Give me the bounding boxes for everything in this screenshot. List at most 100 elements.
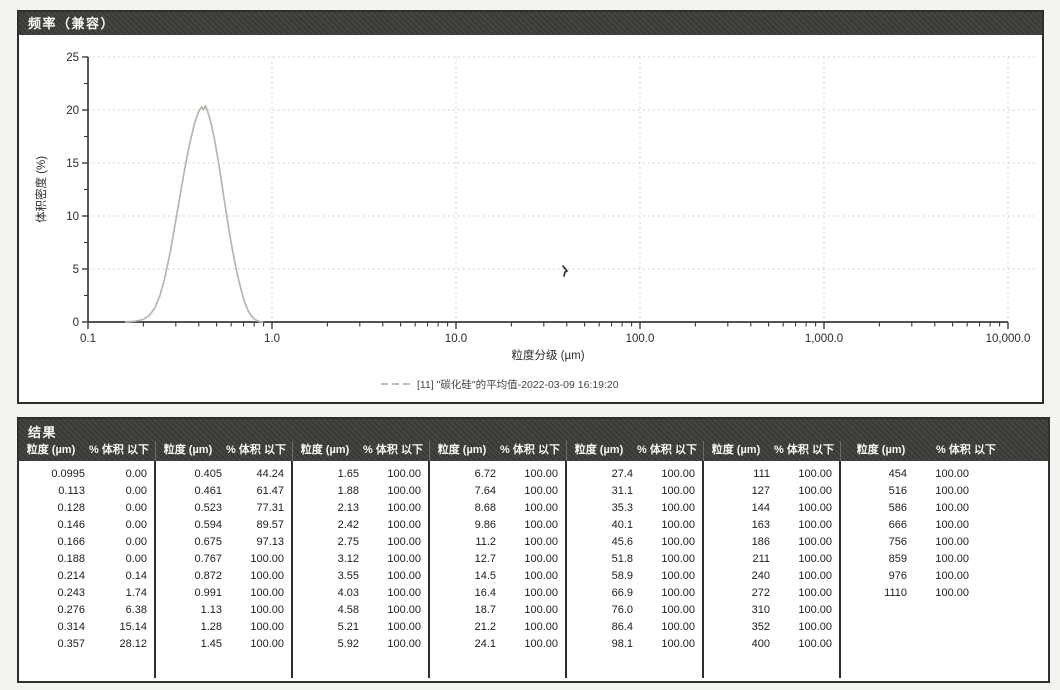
table-row: 310 100.00 xyxy=(704,601,839,618)
size-column-header: 粒度 (µm) xyxy=(711,444,761,456)
table-row: 211 100.00 xyxy=(704,550,839,567)
pct-volume-under-value: 100.00 xyxy=(524,501,558,514)
size-value: 272 xyxy=(751,586,770,599)
pct-volume-under-value: 100.00 xyxy=(661,467,695,480)
table-row: 8.68 100.00 xyxy=(430,499,565,516)
pct-volume-under-value: 100.00 xyxy=(250,586,284,599)
legend-label: [11] "碳化硅"的平均值-2022-03-09 16:19:20 xyxy=(417,378,619,391)
table-column-group: 0.405 44.24 0.461 61.47 0.523 77.31 0.594 89.57… xyxy=(156,461,293,678)
size-value: 111 xyxy=(753,467,770,480)
table-row: 27.4 100.00 xyxy=(567,465,702,482)
table-column-group: 111 100.00 127 100.00 144 100.00 163 100.00 186 1… xyxy=(704,461,841,678)
svg-text:5: 5 xyxy=(73,264,79,276)
pct-volume-under-value: 100.00 xyxy=(387,518,421,531)
table-row: 16.4 100.00 xyxy=(430,584,565,601)
pct-volume-under-value: 89.57 xyxy=(256,518,284,531)
size-value: 66.9 xyxy=(611,586,633,599)
size-value: 58.9 xyxy=(611,569,633,582)
size-value: 3.55 xyxy=(337,569,359,582)
size-value: 7.64 xyxy=(474,484,496,497)
size-value: 0.357 xyxy=(57,637,85,650)
table-row: 400 100.00 xyxy=(704,635,839,652)
pct-volume-under-value: 100.00 xyxy=(387,620,421,633)
size-value: 35.3 xyxy=(611,501,633,514)
table-row: 51.8 100.00 xyxy=(567,550,702,567)
size-value: 0.523 xyxy=(194,501,222,514)
pct-volume-under-value: 100.00 xyxy=(524,467,558,480)
pct-volume-under-value: 100.00 xyxy=(661,484,695,497)
pct-volume-under-value: 100.00 xyxy=(661,603,695,616)
table-row: 1.45 100.00 xyxy=(156,635,291,652)
size-column-header: 粒度 (µm) xyxy=(26,444,76,456)
pct-volume-under-value: 100.00 xyxy=(524,569,558,582)
size-value: 2.42 xyxy=(337,518,359,531)
table-row: 9.86 100.00 xyxy=(430,516,565,533)
table-column-group: 454 100.00 516 100.00 586 100.00 666 100.00 756 1… xyxy=(841,461,1048,678)
size-value: 8.68 xyxy=(474,501,496,514)
table-row: 127 100.00 xyxy=(704,482,839,499)
size-column-header: 粒度 (µm) xyxy=(574,444,624,456)
table-row: 0.314 15.14 xyxy=(19,618,154,635)
pct-volume-under-value: 100.00 xyxy=(524,535,558,548)
legend: [11] "碳化硅"的平均值-2022-03-09 16:19:20 xyxy=(381,378,619,391)
table-row: 454 100.00 xyxy=(841,465,1048,482)
pct-volume-under-value: 100.00 xyxy=(798,620,832,633)
size-value: 76.0 xyxy=(611,603,633,616)
pct-volume-under-value: 100.00 xyxy=(935,535,969,548)
pct-volume-under-value: 100.00 xyxy=(798,518,832,531)
pct-volume-under-value: 100.00 xyxy=(250,552,284,565)
svg-text:10: 10 xyxy=(66,211,79,223)
pct-volume-under-value: 61.47 xyxy=(256,484,284,497)
size-value: 0.276 xyxy=(57,603,85,616)
table-row: 0.405 44.24 xyxy=(156,465,291,482)
size-value: 4.58 xyxy=(337,603,359,616)
size-column-header: 粒度 (µm) xyxy=(437,444,487,456)
svg-text:25: 25 xyxy=(66,52,79,64)
size-value: 21.2 xyxy=(474,620,496,633)
table-row: 40.1 100.00 xyxy=(567,516,702,533)
pct-volume-under-value: 100.00 xyxy=(661,535,695,548)
table-row: 0.357 28.12 xyxy=(19,635,154,652)
table-row: 1.88 100.00 xyxy=(293,482,428,499)
size-value: 27.4 xyxy=(611,467,633,480)
table-row: 31.1 100.00 xyxy=(567,482,702,499)
size-value: 454 xyxy=(888,467,907,480)
table-column-group: 6.72 100.00 7.64 100.00 8.68 100.00 9.86 100.00… xyxy=(430,461,567,678)
size-value: 0.767 xyxy=(194,552,222,565)
pct-volume-under-value: 100.00 xyxy=(387,501,421,514)
table-row: 756 100.00 xyxy=(841,533,1048,550)
size-value: 859 xyxy=(888,552,907,565)
column-group-header: 粒度 (µm) % 体积 以下 xyxy=(567,441,704,461)
table-row: 352 100.00 xyxy=(704,618,839,635)
y-axis-ticks: 0 5 10 15 20 25 xyxy=(66,52,88,329)
size-value: 0.113 xyxy=(58,484,85,497)
column-group-header: 粒度 (µm) % 体积 以下 xyxy=(19,441,156,461)
pct-volume-under-value: 100.00 xyxy=(387,586,421,599)
size-value: 16.4 xyxy=(474,586,496,599)
table-row: 3.55 100.00 xyxy=(293,567,428,584)
pct-volume-under-value: 100.00 xyxy=(387,552,421,565)
table-row: 2.42 100.00 xyxy=(293,516,428,533)
pct-volume-under-value: 0.00 xyxy=(125,484,147,497)
table-row: 4.58 100.00 xyxy=(293,601,428,618)
pct-volume-under-value: 100.00 xyxy=(661,552,695,565)
table-row: 0.0995 0.00 xyxy=(19,465,154,482)
svg-text:1,000.0: 1,000.0 xyxy=(805,333,843,345)
pct-volume-under-value: 100.00 xyxy=(524,603,558,616)
pct-volume-under-value: 100.00 xyxy=(935,501,969,514)
size-value: 24.1 xyxy=(474,637,496,650)
pct-volume-under-value: 100.00 xyxy=(661,637,695,650)
table-row: 35.3 100.00 xyxy=(567,499,702,516)
table-row: 1.13 100.00 xyxy=(156,601,291,618)
pct-volume-under-value: 0.00 xyxy=(125,467,147,480)
pct-volume-under-value: 100.00 xyxy=(661,501,695,514)
table-column-group: 27.4 100.00 31.1 100.00 35.3 100.00 40.1 100.00… xyxy=(567,461,704,678)
axes xyxy=(87,57,1008,323)
table-row: 144 100.00 xyxy=(704,499,839,516)
size-value: 4.03 xyxy=(337,586,359,599)
table-row: 86.4 100.00 xyxy=(567,618,702,635)
pct-volume-under-value: 100.00 xyxy=(524,552,558,565)
size-value: 0.461 xyxy=(194,484,222,497)
pct-volume-under-value: 100.00 xyxy=(798,603,832,616)
size-value: 400 xyxy=(751,637,770,650)
